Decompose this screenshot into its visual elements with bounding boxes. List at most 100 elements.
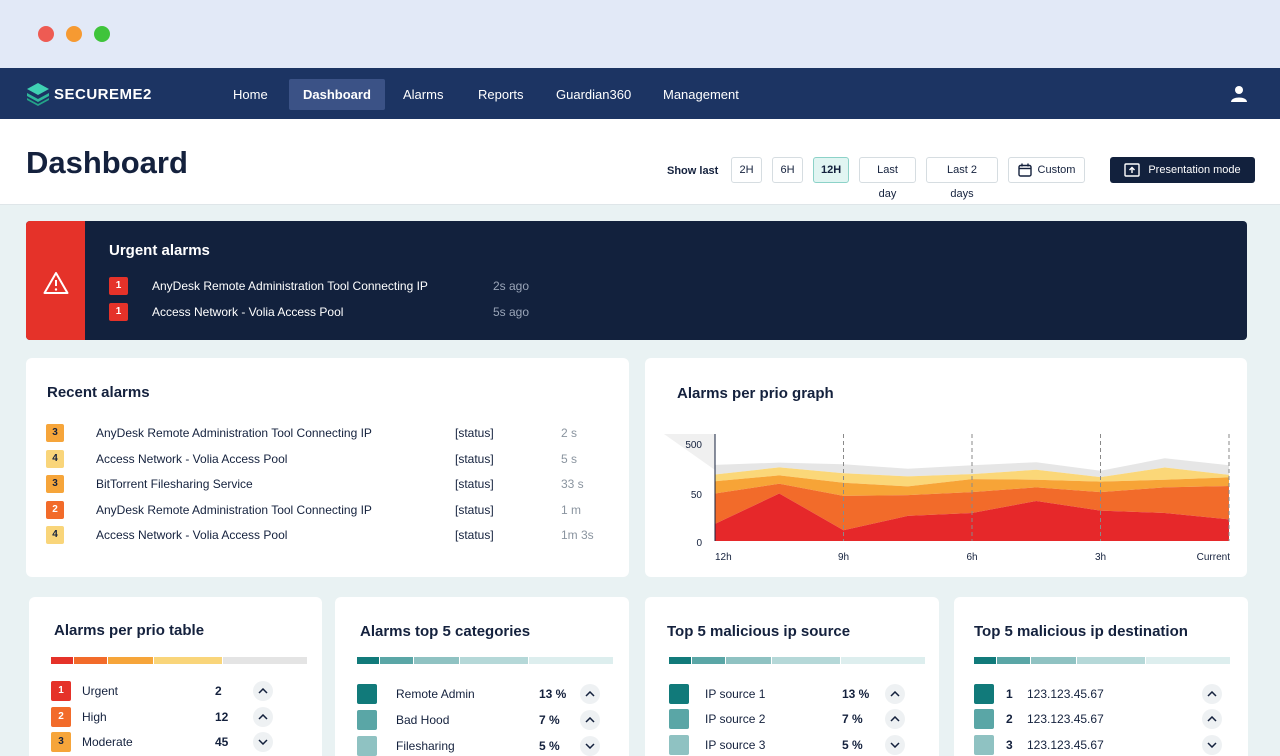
nav-home[interactable]: Home (233, 87, 268, 102)
ip-destination-row[interactable]: 2 123.123.45.67 (974, 709, 1234, 729)
bar-segment (772, 657, 840, 664)
priority-badge: 1 (109, 303, 128, 321)
prio-label: Urgent (82, 684, 119, 698)
bar-segment (380, 657, 413, 664)
ip-address: 123.123.45.67 (1027, 712, 1104, 726)
ip-source-pct: 5 % (842, 738, 863, 752)
y-tick-label: 500 (685, 440, 702, 451)
category-pct: 7 % (539, 713, 560, 727)
ip-source-row[interactable]: IP source 1 13 % (669, 684, 929, 704)
recent-alarms-title: Recent alarms (47, 384, 150, 401)
top-categories-title: Alarms top 5 categories (360, 623, 531, 640)
range-last-day-button[interactable]: Last day (859, 157, 916, 200)
ip-destination-row[interactable]: 1 123.123.45.67 (974, 684, 1234, 704)
chevron-up-icon[interactable] (1202, 684, 1222, 704)
calendar-icon (1017, 163, 1032, 177)
ip-color-swatch (974, 709, 994, 729)
ip-destination-distribution-bar (974, 657, 1231, 664)
ip-destination-row[interactable]: 3 123.123.45.67 (974, 735, 1234, 755)
ip-source-row[interactable]: IP source 3 5 % (669, 735, 929, 755)
nav-reports[interactable]: Reports (478, 87, 524, 102)
nav-guardian360[interactable]: Guardian360 (556, 87, 632, 102)
chevron-up-icon[interactable] (253, 681, 273, 701)
nav-alarms[interactable]: Alarms (403, 87, 444, 102)
nav-management[interactable]: Management (663, 87, 739, 102)
urgent-alarm-time: 2s ago (493, 279, 530, 293)
page-title: Dashboard (26, 145, 188, 180)
chevron-up-icon[interactable] (580, 684, 600, 704)
x-tick-label: 12h (715, 552, 732, 563)
urgent-sidebar (26, 221, 85, 340)
category-row[interactable]: Filesharing 5 % (357, 736, 617, 756)
ip-address: 123.123.45.67 (1027, 687, 1104, 701)
chevron-up-icon[interactable] (580, 710, 600, 730)
presentation-mode-button[interactable]: Presentation mode (1110, 157, 1255, 183)
recent-alarm-row[interactable]: 3 BitTorrent Filesharing Service [status… (46, 475, 606, 493)
chevron-down-icon[interactable] (253, 732, 273, 752)
chevron-up-icon[interactable] (885, 684, 905, 704)
chevron-up-icon[interactable] (885, 709, 905, 729)
prio-row-high[interactable]: 2 High 12 (51, 707, 311, 727)
priority-badge: 3 (46, 475, 64, 493)
range-last-2-days-button[interactable]: Last 2 days (926, 157, 998, 200)
show-last-label: Show last (667, 165, 719, 177)
ip-source-row[interactable]: IP source 2 7 % (669, 709, 929, 729)
urgent-alarm-text: Access Network - Volia Access Pool (152, 305, 344, 319)
alarm-name: Access Network - Volia Access Pool (96, 528, 288, 542)
bar-segment (529, 657, 613, 664)
chevron-down-icon[interactable] (885, 735, 905, 755)
ip-source-title: Top 5 malicious ip source (667, 623, 851, 640)
category-color-swatch (357, 736, 377, 756)
alarm-name: AnyDesk Remote Administration Tool Conne… (96, 426, 372, 440)
prio-distribution-bar (51, 657, 308, 664)
alarm-time: 5 s (561, 452, 578, 466)
nav-dashboard[interactable]: Dashboard (289, 79, 385, 110)
brand-logo[interactable]: SECUREME2 (26, 82, 152, 106)
bar-segment-low (154, 657, 222, 664)
category-label: Filesharing (396, 739, 455, 753)
ip-color-swatch (669, 735, 689, 755)
range-2h-button[interactable]: 2H (731, 157, 762, 183)
range-12h-button[interactable]: 12H (813, 157, 849, 183)
chevron-up-icon[interactable] (253, 707, 273, 727)
recent-alarm-row[interactable]: 2 AnyDesk Remote Administration Tool Con… (46, 501, 606, 519)
chevron-down-icon[interactable] (580, 736, 600, 756)
prio-count: 45 (215, 735, 229, 749)
ip-source-distribution-bar (669, 657, 926, 664)
chart-tooltip-shadow (664, 434, 715, 470)
window-minimize-button[interactable] (66, 26, 82, 42)
bar-segment (460, 657, 528, 664)
ip-rank: 3 (1006, 738, 1013, 752)
recent-alarm-row[interactable]: 4 Access Network - Volia Access Pool [st… (46, 450, 606, 468)
prio-row-moderate[interactable]: 3 Moderate 45 (51, 732, 311, 752)
urgent-alarms-panel: Urgent alarms 1 AnyDesk Remote Administr… (26, 221, 1247, 340)
alarm-time: 33 s (561, 477, 584, 491)
priority-badge: 2 (51, 707, 71, 727)
y-tick-label: 0 (696, 538, 702, 549)
prio-row-urgent[interactable]: 1 Urgent 2 (51, 681, 311, 701)
priority-badge: 3 (46, 424, 64, 442)
alarm-time: 1 m (561, 503, 582, 517)
categories-distribution-bar (357, 657, 614, 664)
window-close-button[interactable] (38, 26, 54, 42)
chart-area-series-1[interactable] (715, 493, 1229, 542)
recent-alarm-row[interactable]: 4 Access Network - Volia Access Pool [st… (46, 526, 606, 544)
custom-label: Custom (1037, 164, 1076, 176)
alarms-graph-card: Alarms per prio graph 500 50 0 12h 9h 6h 3h Cur… (645, 358, 1247, 577)
category-row[interactable]: Remote Admin 13 % (357, 684, 617, 704)
category-pct: 13 % (539, 687, 567, 701)
user-icon[interactable] (1229, 84, 1249, 104)
x-tick-label: 6h (966, 552, 977, 563)
alarms-graph-title: Alarms per prio graph (677, 385, 834, 402)
recent-alarm-row[interactable]: 3 AnyDesk Remote Administration Tool Con… (46, 424, 606, 442)
range-custom-button[interactable]: Custom (1008, 157, 1085, 183)
category-row[interactable]: Bad Hood 7 % (357, 710, 617, 730)
alarm-name: AnyDesk Remote Administration Tool Conne… (96, 503, 372, 517)
range-6h-button[interactable]: 6H (772, 157, 803, 183)
chevron-up-icon[interactable] (1202, 709, 1222, 729)
category-label: Bad Hood (396, 713, 450, 727)
chevron-down-icon[interactable] (1202, 735, 1222, 755)
window-maximize-button[interactable] (94, 26, 110, 42)
ip-color-swatch (974, 684, 994, 704)
